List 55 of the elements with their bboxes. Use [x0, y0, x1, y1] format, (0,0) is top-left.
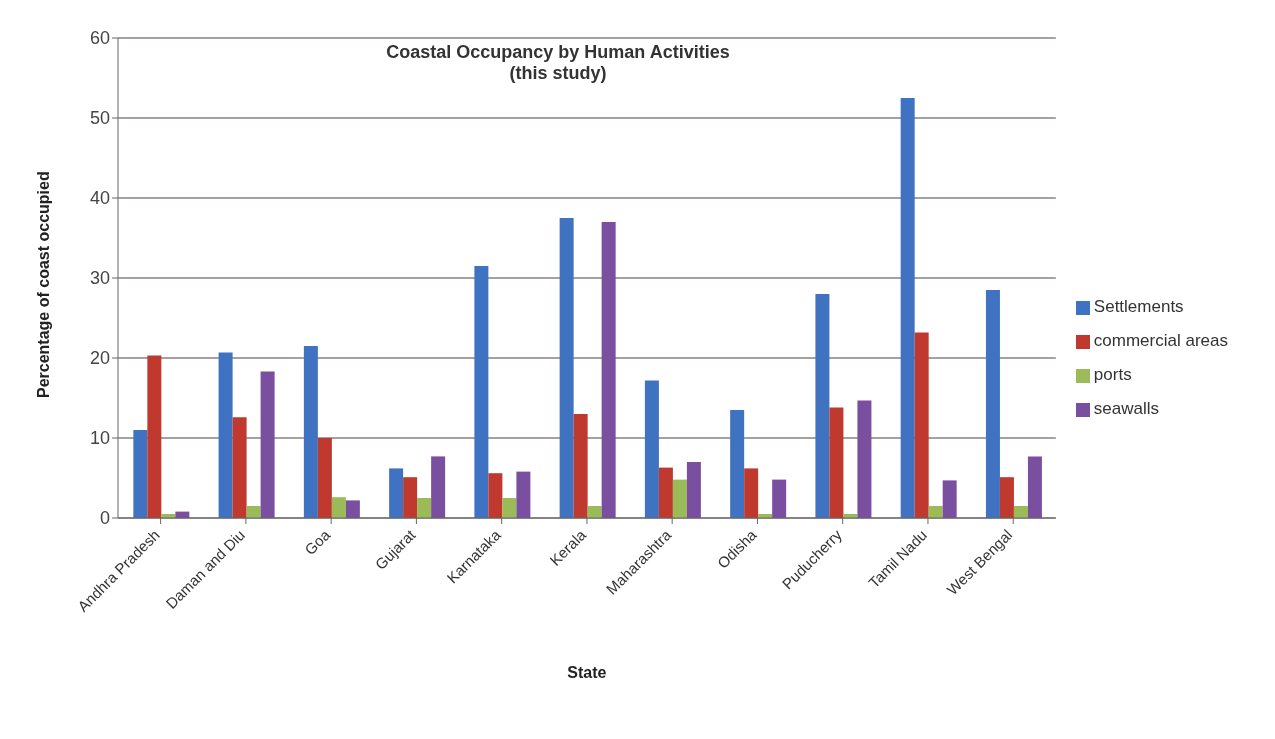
- legend-label: Settlements: [1093, 297, 1184, 316]
- bar: [772, 479, 787, 518]
- bar: [133, 430, 148, 518]
- bar: [218, 352, 233, 518]
- bar: [232, 417, 247, 518]
- y-tick-label: 0: [99, 508, 110, 529]
- y-tick-label: 60: [89, 28, 110, 49]
- bar: [474, 266, 489, 518]
- bar: [147, 355, 162, 518]
- y-tick-label: 30: [89, 268, 110, 289]
- bar: [601, 222, 616, 518]
- bar: [1027, 456, 1042, 518]
- bar: [502, 498, 517, 518]
- bar: [260, 371, 275, 518]
- bar: [672, 479, 687, 518]
- bar: [246, 506, 261, 518]
- bar: [928, 506, 943, 518]
- bar: [914, 332, 929, 518]
- bar: [345, 500, 360, 518]
- bar: [1013, 506, 1028, 518]
- bar: [303, 346, 318, 518]
- bar: [686, 462, 701, 518]
- bar: [317, 438, 332, 518]
- bar: [857, 400, 872, 518]
- y-tick-label: 50: [89, 108, 110, 129]
- bar: [829, 407, 844, 518]
- legend-label: commercial areas: [1093, 331, 1228, 350]
- bar: [942, 480, 957, 518]
- bar: [389, 468, 404, 518]
- bar: [999, 477, 1014, 518]
- bar: [815, 294, 830, 518]
- bar: [985, 290, 1000, 518]
- bar: [403, 477, 418, 518]
- bar: [573, 414, 588, 518]
- bar: [730, 410, 745, 518]
- x-tick-label: Goa: [301, 525, 334, 559]
- bar: [431, 456, 446, 518]
- bar: [658, 467, 673, 518]
- bar: [488, 473, 503, 518]
- bar: [744, 468, 759, 518]
- bar: [587, 506, 602, 518]
- y-axis-title: Percentage of coast occupied: [34, 171, 52, 398]
- bar: [516, 471, 531, 518]
- y-tick-label: 20: [89, 348, 110, 369]
- bar: [417, 498, 432, 518]
- legend-label: ports: [1093, 365, 1132, 384]
- bar: [900, 98, 915, 518]
- x-axis-title: State: [567, 664, 607, 681]
- bar: [644, 380, 659, 518]
- legend-label: seawalls: [1093, 399, 1160, 418]
- bar: [331, 497, 346, 518]
- text: Coastal Occupancy by Human Activities (this study): [385, 42, 731, 84]
- y-tick-label: 10: [89, 428, 110, 449]
- bar: [559, 218, 574, 518]
- y-tick-label: 40: [89, 188, 110, 209]
